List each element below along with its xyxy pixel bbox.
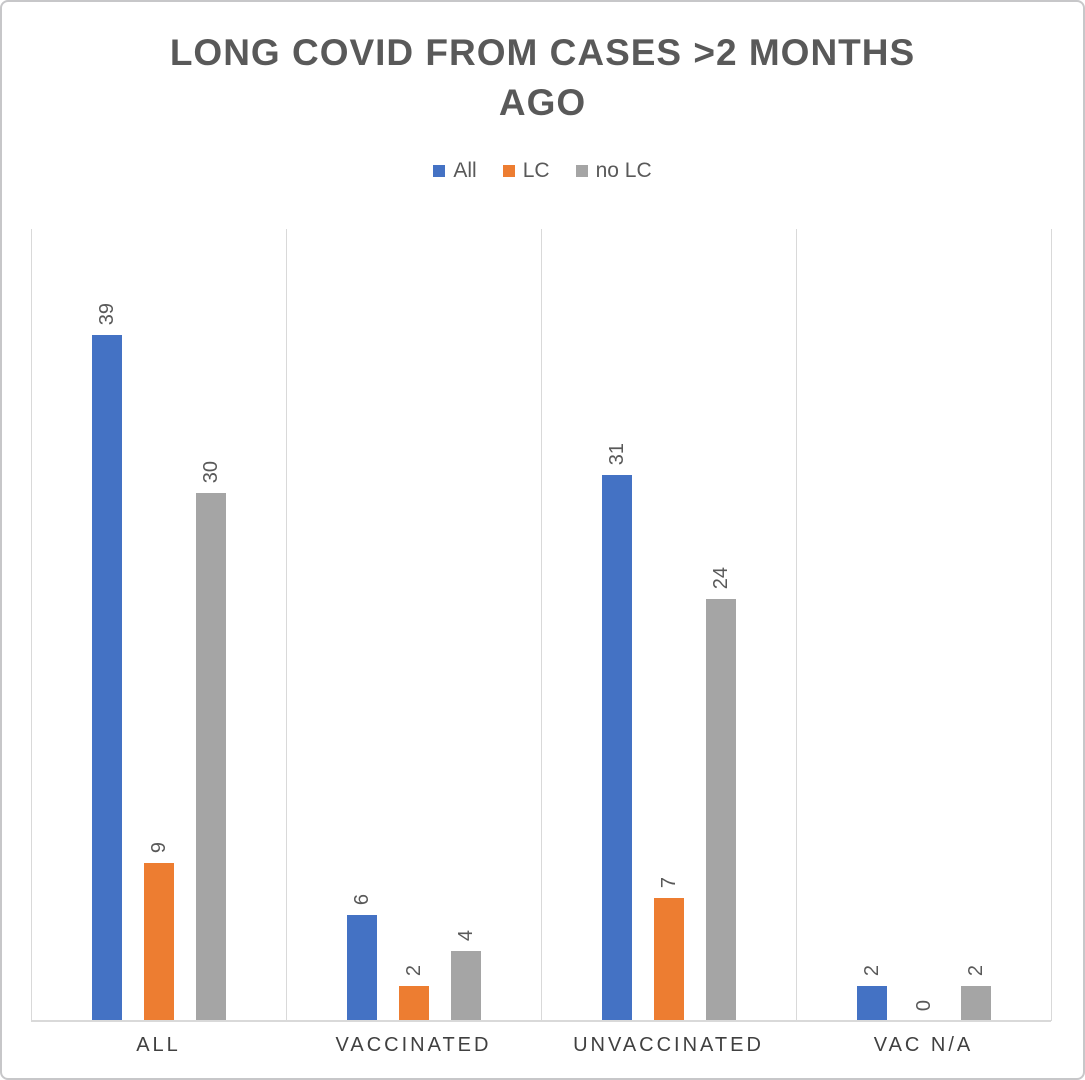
bar-all [856, 986, 887, 1021]
bar-lc [653, 898, 684, 1021]
bar-slot: 4 [450, 229, 481, 1021]
bar-slot: 0 [909, 229, 939, 1021]
bar-slot: 31 [601, 229, 632, 1021]
bar-group-vac-n-a: 2 0 2 [796, 229, 1051, 1021]
category-label: VAC N/A [873, 1034, 974, 1056]
bar-value-label: 39 [95, 302, 118, 325]
bar-all [91, 335, 122, 1021]
x-axis-line [31, 1020, 1051, 1022]
bar-groups-container: 39 9 30 6 2 4 31 7 24 2 0 2 [31, 229, 1051, 1021]
bar-slot: 9 [143, 229, 174, 1021]
gridline [1050, 229, 1052, 1021]
gridline [30, 229, 32, 1021]
bar-no-lc [960, 986, 991, 1021]
bar-group-all: 39 9 30 [31, 229, 286, 1021]
bar-lc [398, 986, 429, 1021]
bar-value-label: 4 [454, 929, 477, 941]
gridline [285, 229, 287, 1021]
bar-value-label: 31 [605, 442, 628, 465]
bar-slot: 2 [856, 229, 887, 1021]
legend-item-all: All [433, 159, 477, 183]
legend-item-lc: LC [502, 159, 550, 183]
bar-value-label: 7 [657, 876, 680, 888]
bar-value-label: 0 [912, 999, 935, 1011]
gridline [795, 229, 797, 1021]
chart-title: LONG COVID FROM CASES >2 MONTHS AGO [169, 32, 916, 123]
bar-slot: 6 [346, 229, 377, 1021]
bar-value-label: 24 [709, 566, 732, 589]
category-axis-labels: ALL VACCINATED UNVACCINATED VAC N/A [31, 1034, 1051, 1057]
category-label: ALL [136, 1034, 181, 1056]
bar-slot: 30 [195, 229, 226, 1021]
bar-all [601, 475, 632, 1021]
bar-value-label: 2 [964, 964, 987, 976]
bar-slot: 7 [653, 229, 684, 1021]
legend-label-no-lc: no LC [595, 159, 652, 182]
bar-no-lc [195, 493, 226, 1021]
category-label: VACCINATED [335, 1034, 492, 1056]
legend-swatch-all-icon [433, 165, 446, 177]
bar-value-label: 9 [147, 841, 170, 853]
gridline [540, 229, 542, 1021]
category-label: UNVACCINATED [573, 1034, 764, 1056]
legend-swatch-lc-icon [502, 165, 515, 177]
legend: All LC no LC [2, 159, 1083, 183]
bar-value-label: 2 [860, 964, 883, 976]
bar-all [346, 915, 377, 1021]
plot-area: 39 9 30 6 2 4 31 7 24 2 0 2 [30, 229, 1052, 1022]
bar-slot: 39 [91, 229, 122, 1021]
bar-slot: 2 [398, 229, 429, 1021]
bar-group-vaccinated: 6 2 4 [286, 229, 541, 1021]
bar-no-lc [705, 599, 736, 1021]
bar-value-label: 30 [199, 460, 222, 483]
bar-no-lc [450, 951, 481, 1021]
bar-slot: 2 [960, 229, 991, 1021]
bar-lc [143, 863, 174, 1021]
bar-value-label: 6 [350, 893, 373, 905]
legend-swatch-no-lc-icon [575, 165, 588, 177]
bar-value-label: 2 [402, 964, 425, 976]
legend-item-no-lc: no LC [575, 159, 652, 183]
legend-label-all: All [453, 159, 477, 182]
legend-label-lc: LC [522, 159, 550, 182]
bar-slot: 24 [705, 229, 736, 1021]
bar-group-unvaccinated: 31 7 24 [541, 229, 796, 1021]
